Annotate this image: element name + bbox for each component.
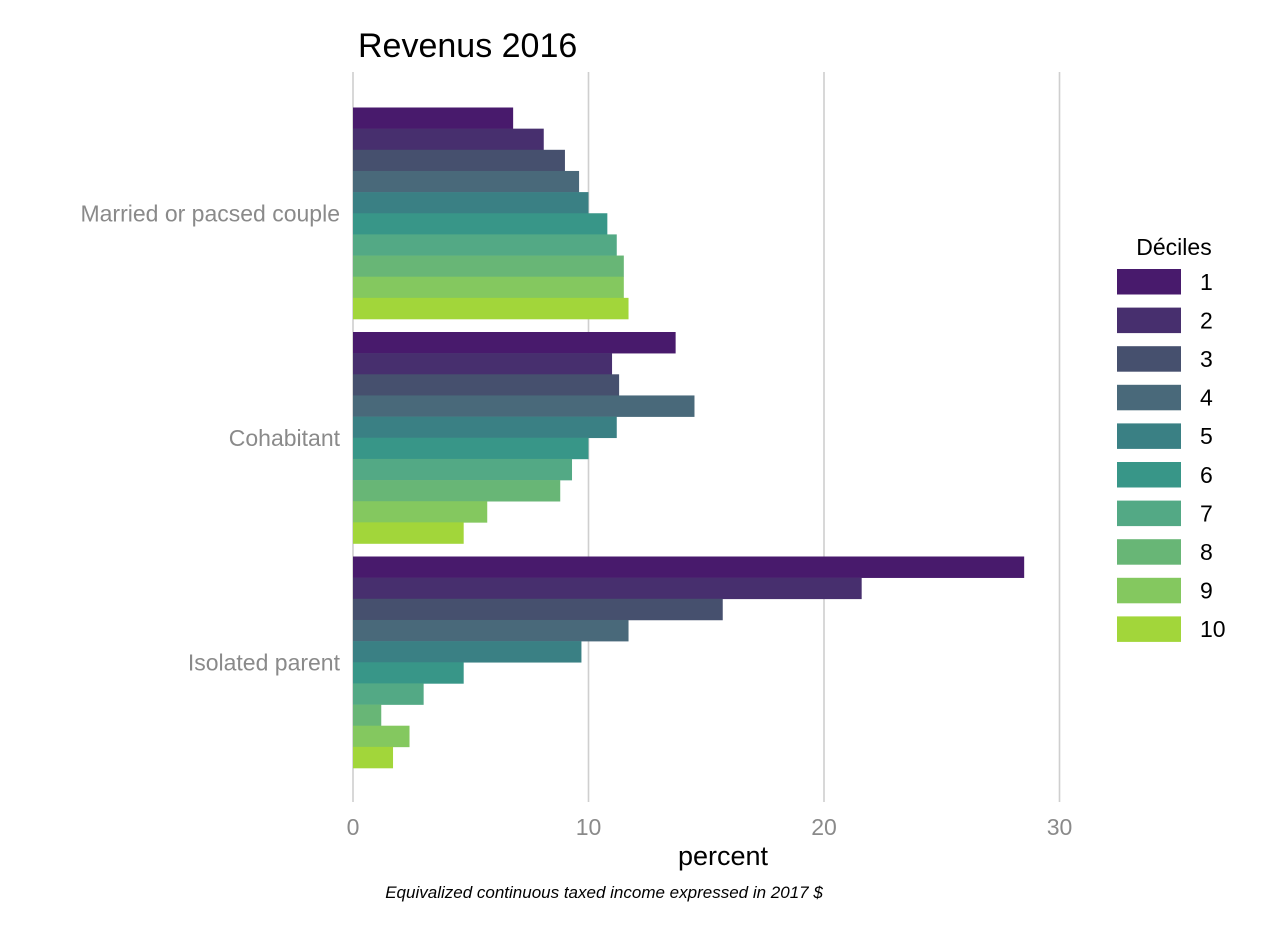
x-tick-label: 30 — [1047, 814, 1073, 840]
x-tick-label: 20 — [811, 814, 837, 840]
legend-swatch — [1117, 346, 1181, 372]
x-axis-ticks: 0 10 20 30 — [347, 814, 1073, 840]
legend-item: 2 — [1117, 307, 1213, 333]
bar — [353, 556, 1025, 578]
legend-swatch — [1117, 500, 1181, 527]
category-label: Married or pacsed couple — [80, 200, 340, 226]
bar — [353, 374, 620, 396]
legend-label: 9 — [1200, 578, 1213, 604]
bar — [353, 353, 613, 375]
bar-group — [353, 107, 629, 320]
legend: Déciles 1 2 3 4 5 6 7 8 9 10 — [1117, 234, 1226, 642]
legend-swatch — [1117, 423, 1181, 449]
bar — [353, 577, 862, 600]
legend-item: 4 — [1117, 385, 1213, 411]
bars — [353, 107, 1025, 769]
legend-label: 6 — [1200, 462, 1213, 488]
category-labels: Married or pacsed couple Cohabitant Isolat… — [80, 200, 340, 675]
bar-group — [353, 556, 1025, 769]
legend-label: 8 — [1200, 539, 1213, 565]
legend-label: 7 — [1200, 500, 1213, 526]
chart-caption: Equivalized continuous taxed income expr… — [385, 883, 823, 902]
x-axis-title: percent — [678, 841, 769, 871]
bar — [353, 213, 608, 235]
bar — [353, 107, 514, 129]
x-tick-label: 0 — [347, 814, 360, 840]
bar — [353, 725, 410, 748]
bar-group — [353, 332, 695, 544]
legend-swatch — [1117, 577, 1181, 604]
legend-item: 9 — [1117, 578, 1213, 604]
chart-title: Revenus 2016 — [358, 27, 577, 65]
legend-title: Déciles — [1136, 234, 1211, 260]
bar — [353, 255, 624, 277]
legend-item: 6 — [1117, 462, 1213, 488]
legend-label: 2 — [1200, 307, 1213, 333]
bar — [353, 149, 565, 172]
bar — [353, 598, 723, 621]
bar — [353, 276, 624, 299]
legend-swatch — [1117, 384, 1181, 411]
bar — [353, 332, 676, 354]
bar — [353, 297, 629, 320]
bar — [353, 437, 589, 460]
legend-swatch — [1117, 539, 1181, 565]
legend-label: 5 — [1200, 423, 1213, 449]
legend-item: 10 — [1117, 616, 1226, 642]
bar — [353, 395, 695, 417]
legend-item: 1 — [1117, 269, 1213, 295]
bar — [353, 662, 464, 684]
bar — [353, 522, 464, 544]
bar — [353, 234, 617, 256]
legend-item: 8 — [1117, 539, 1213, 565]
bar — [353, 128, 544, 151]
legend-label: 3 — [1200, 346, 1213, 372]
category-label: Cohabitant — [229, 425, 341, 451]
legend-label: 1 — [1200, 269, 1213, 295]
bar — [353, 501, 488, 523]
bar — [353, 619, 629, 642]
legend-swatch — [1117, 307, 1181, 334]
bar — [353, 192, 589, 214]
bar — [353, 704, 382, 726]
bar — [353, 683, 424, 705]
legend-label: 4 — [1200, 385, 1213, 411]
x-tick-label: 10 — [576, 814, 602, 840]
category-label: Isolated parent — [188, 649, 341, 675]
bar — [353, 416, 617, 439]
bar — [353, 458, 573, 481]
bar — [353, 641, 582, 663]
legend-swatch — [1117, 616, 1181, 642]
legend-item: 7 — [1117, 500, 1213, 526]
legend-label: 10 — [1200, 616, 1226, 642]
bar — [353, 170, 580, 193]
legend-swatch — [1117, 462, 1181, 488]
legend-item: 5 — [1117, 423, 1213, 449]
legend-item: 3 — [1117, 346, 1213, 372]
legend-swatch — [1117, 269, 1181, 295]
bar — [353, 480, 561, 502]
bar — [353, 746, 394, 769]
